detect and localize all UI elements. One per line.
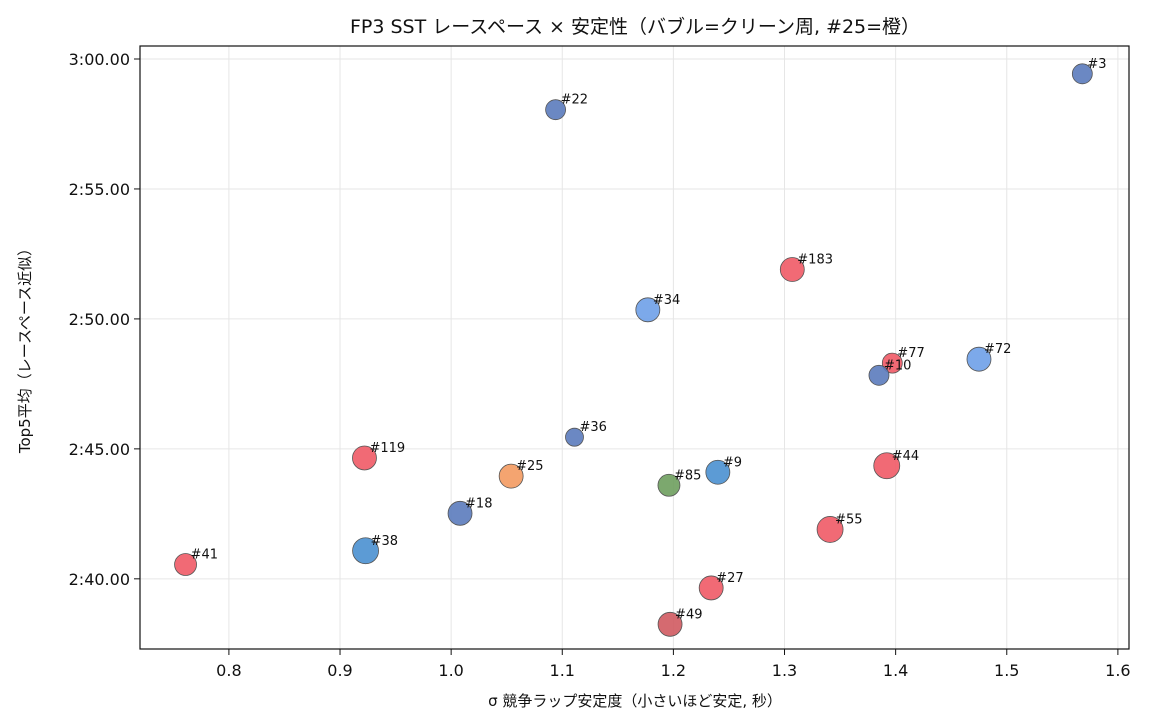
y-tick-label: 2:55.00 (69, 180, 130, 199)
x-tick-label: 1.3 (772, 661, 797, 680)
scatter-point (545, 99, 567, 121)
scatter-point (565, 427, 584, 447)
x-axis: 0.8 0.9 1.0 1.1 1.2 1.3 1.4 1.5 1.6 (216, 649, 1131, 680)
scatter-point (498, 463, 524, 489)
point-label: #10 (884, 358, 911, 373)
points-layer (174, 63, 1093, 637)
scatter-point (698, 575, 724, 601)
scatter-point (174, 553, 197, 576)
point-label: #49 (675, 607, 702, 622)
point-label: #183 (797, 253, 833, 268)
point-label: #72 (984, 342, 1011, 357)
y-tick-label: 2:50.00 (69, 310, 130, 329)
point-label: #18 (465, 496, 492, 511)
point-label: #22 (561, 93, 588, 108)
y-tick-label: 2:45.00 (69, 440, 130, 459)
scatter-point (447, 500, 473, 526)
point-label: #38 (371, 534, 398, 549)
y-tick-label: 2:40.00 (69, 570, 130, 589)
x-tick-label: 1.0 (438, 661, 463, 680)
plot-frame (139, 45, 1130, 650)
point-label: #36 (579, 420, 606, 435)
x-tick-label: 1.5 (994, 661, 1019, 680)
y-tick-label: 3:00.00 (69, 50, 130, 69)
point-label: #119 (369, 441, 405, 456)
scatter-point (779, 257, 805, 282)
point-label: #77 (897, 346, 924, 361)
scatter-point (705, 459, 731, 485)
y-axis-label: Top5平均（レースペース近似） (16, 241, 34, 454)
point-label: #27 (716, 571, 743, 586)
x-tick-label: 0.9 (327, 661, 352, 680)
x-tick-label: 1.6 (1105, 661, 1130, 680)
chart-title: FP3 SST レースペース × 安定性（バブル=クリーン周, #25=橙） (350, 15, 920, 38)
grid (140, 46, 1129, 649)
scatter-point (635, 297, 661, 323)
scatter-point (966, 346, 992, 372)
point-label: #25 (516, 459, 543, 474)
scatter-point (657, 473, 681, 497)
point-label: #41 (191, 548, 218, 563)
point-label: #85 (674, 468, 701, 483)
y-axis: 2:40.00 2:45.00 2:50.00 2:55.00 3:00.00 (69, 50, 140, 589)
point-labels-layer: #3 #22 #183 #34 #72 #77#10 #36 #119 #44 #9 #25 #85 #… (191, 57, 1107, 622)
scatter-point (352, 445, 377, 471)
scatter-point (352, 537, 379, 565)
scatter-point (816, 516, 844, 543)
point-label: #34 (653, 293, 680, 308)
scatter-point (868, 364, 890, 386)
scatter-point (873, 452, 901, 480)
x-axis-label: σ 競争ラップ安定度（小さいほど安定, 秒） (488, 692, 782, 710)
scatter-point (881, 352, 903, 374)
point-label: #9 (723, 455, 742, 470)
x-tick-label: 1.4 (883, 661, 908, 680)
scatter-point (1071, 63, 1093, 85)
x-tick-label: 1.1 (550, 661, 575, 680)
x-tick-label: 1.2 (661, 661, 686, 680)
x-tick-label: 0.8 (216, 661, 241, 680)
point-label: #55 (835, 512, 862, 527)
point-label: #3 (1087, 57, 1106, 72)
scatter-point (657, 611, 683, 637)
point-label: #44 (892, 449, 919, 464)
